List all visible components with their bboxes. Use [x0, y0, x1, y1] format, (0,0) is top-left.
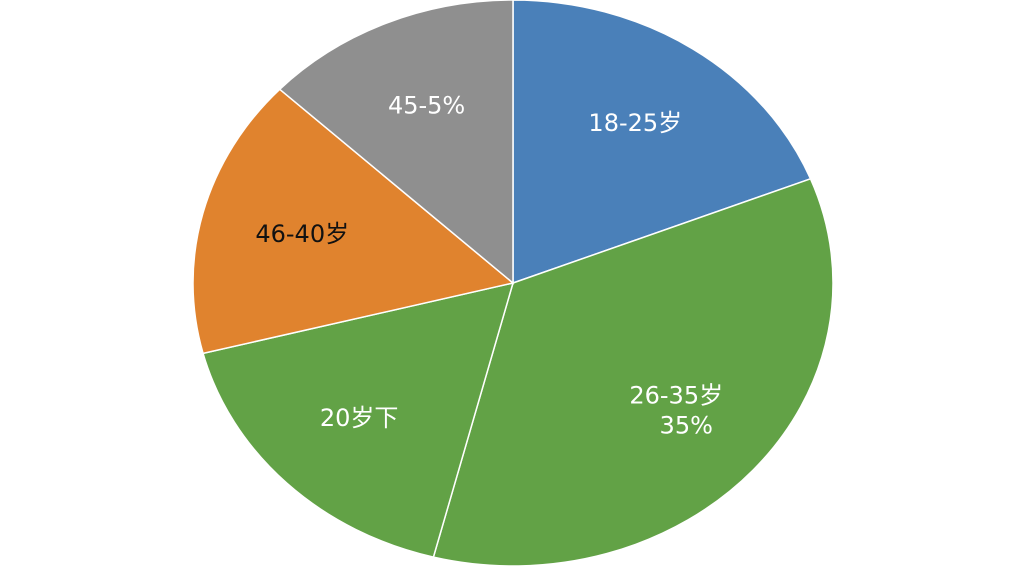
pie-slice — [192, 88, 515, 355]
pie-slice — [278, 0, 514, 285]
pie-slice — [432, 177, 834, 567]
slice-label: 46-40岁 — [255, 220, 349, 248]
value-label: 35% — [660, 411, 713, 439]
slice-label: 18-25岁 — [588, 109, 682, 137]
pie-slice — [512, 0, 812, 285]
slice-label: 20岁下 — [320, 404, 399, 432]
slice-label: 26-35岁 — [629, 381, 723, 409]
slice-label: 45-5% — [388, 91, 465, 119]
pie-slice — [202, 281, 515, 558]
